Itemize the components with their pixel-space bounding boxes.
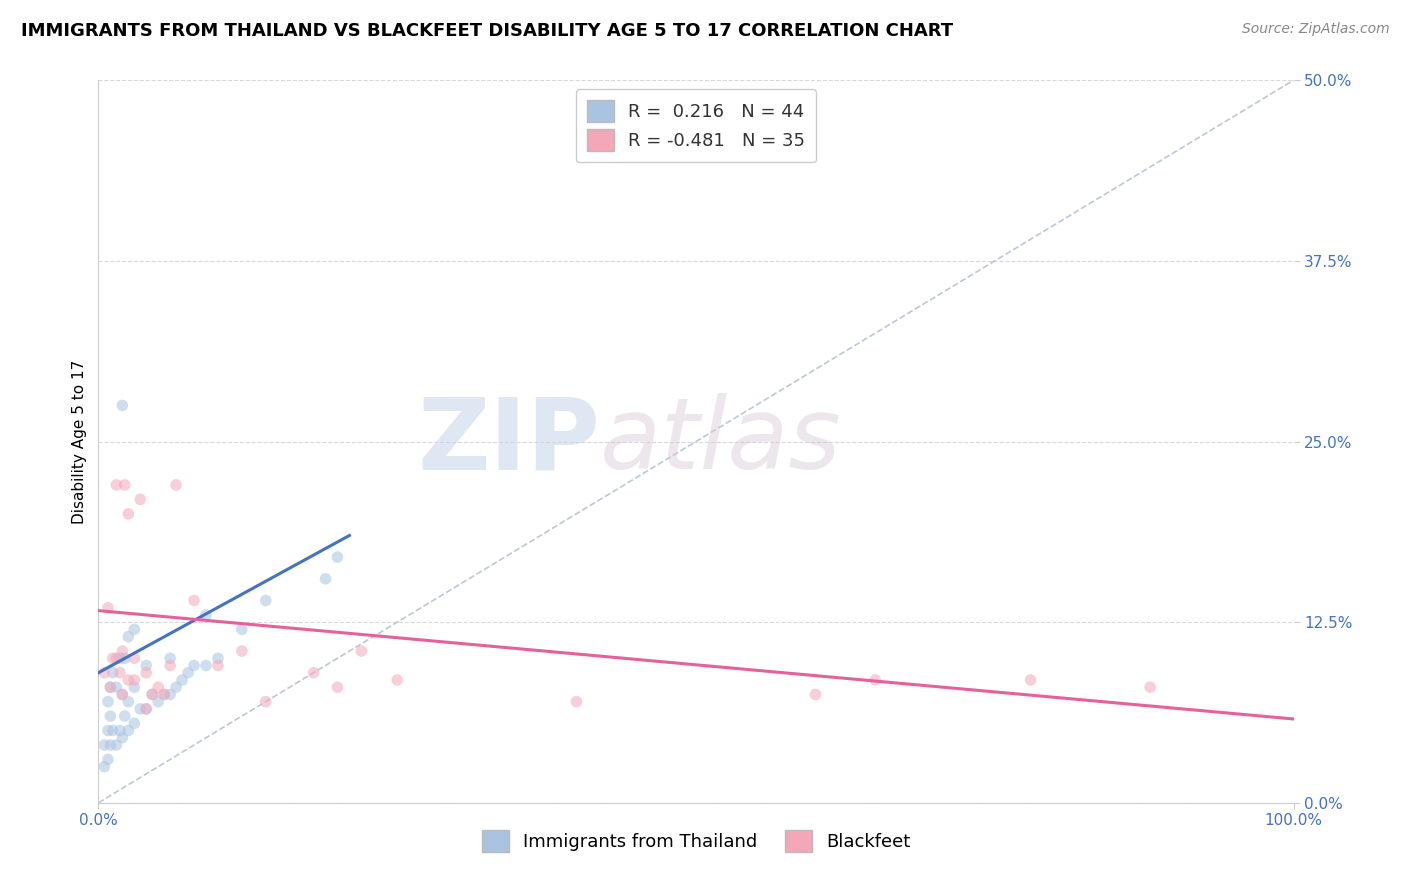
Text: ZIP: ZIP: [418, 393, 600, 490]
Point: [111, 687, 134, 701]
Point: [108, 651, 131, 665]
Point: [195, 607, 218, 622]
Point: [108, 723, 131, 738]
Point: [385, 673, 409, 687]
Point: [117, 507, 139, 521]
Point: [183, 593, 205, 607]
Point: [135, 702, 157, 716]
Point: [117, 673, 139, 687]
Text: atlas: atlas: [600, 393, 842, 490]
Point: [114, 709, 136, 723]
Point: [97, 600, 120, 615]
Point: [111, 644, 134, 658]
Point: [105, 478, 128, 492]
Point: [111, 398, 134, 412]
Text: Source: ZipAtlas.com: Source: ZipAtlas.com: [1241, 22, 1389, 37]
Point: [1139, 680, 1161, 694]
Point: [105, 738, 128, 752]
Point: [159, 687, 181, 701]
Point: [124, 623, 146, 637]
Point: [326, 680, 349, 694]
Point: [135, 702, 157, 716]
Text: IMMIGRANTS FROM THAILAND VS BLACKFEET DISABILITY AGE 5 TO 17 CORRELATION CHART: IMMIGRANTS FROM THAILAND VS BLACKFEET DI…: [21, 22, 953, 40]
Point: [315, 572, 337, 586]
Point: [165, 680, 187, 694]
Point: [1019, 673, 1042, 687]
Point: [101, 651, 124, 665]
Point: [108, 665, 131, 680]
Point: [111, 731, 134, 745]
Point: [93, 760, 115, 774]
Point: [124, 680, 146, 694]
Point: [231, 623, 253, 637]
Point: [98, 738, 122, 752]
Point: [101, 665, 124, 680]
Point: [326, 550, 349, 565]
Point: [111, 687, 134, 701]
Point: [148, 695, 170, 709]
Point: [117, 695, 139, 709]
Point: [254, 695, 277, 709]
Point: [141, 687, 163, 701]
Point: [207, 658, 229, 673]
Point: [97, 695, 120, 709]
Point: [98, 680, 122, 694]
Point: [101, 723, 124, 738]
Legend: Immigrants from Thailand, Blackfeet: Immigrants from Thailand, Blackfeet: [474, 822, 918, 859]
Point: [804, 687, 827, 701]
Point: [135, 665, 157, 680]
Point: [207, 651, 229, 665]
Point: [231, 644, 253, 658]
Point: [117, 630, 139, 644]
Point: [565, 695, 588, 709]
Point: [124, 651, 146, 665]
Point: [114, 478, 136, 492]
Point: [135, 658, 157, 673]
Point: [159, 658, 181, 673]
Point: [129, 492, 152, 507]
Point: [165, 478, 187, 492]
Point: [98, 709, 122, 723]
Point: [98, 680, 122, 694]
Point: [117, 723, 139, 738]
Point: [93, 738, 115, 752]
Point: [350, 644, 373, 658]
Point: [114, 651, 136, 665]
Point: [124, 716, 146, 731]
Point: [97, 752, 120, 766]
Y-axis label: Disability Age 5 to 17: Disability Age 5 to 17: [72, 359, 87, 524]
Point: [141, 687, 163, 701]
Point: [865, 673, 887, 687]
Point: [302, 665, 325, 680]
Point: [254, 593, 277, 607]
Point: [105, 680, 128, 694]
Point: [105, 651, 128, 665]
Point: [183, 658, 205, 673]
Point: [124, 673, 146, 687]
Point: [153, 687, 176, 701]
Point: [93, 665, 115, 680]
Point: [195, 658, 218, 673]
Point: [129, 702, 152, 716]
Point: [177, 665, 200, 680]
Point: [97, 723, 120, 738]
Point: [172, 673, 194, 687]
Point: [159, 651, 181, 665]
Point: [148, 680, 170, 694]
Point: [153, 687, 176, 701]
